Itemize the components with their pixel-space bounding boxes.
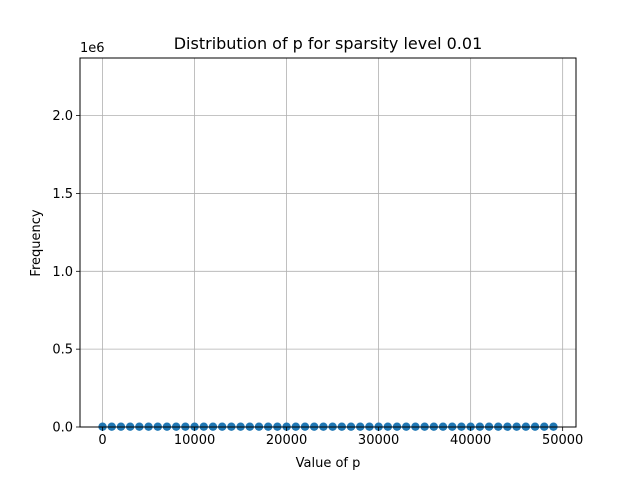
x-tick-label: 0 bbox=[98, 433, 106, 448]
x-tick-label: 50000 bbox=[542, 433, 583, 448]
chart-title: Distribution of p for sparsity level 0.0… bbox=[174, 34, 483, 53]
y-offset-label: 1e6 bbox=[80, 41, 105, 56]
y-tick-label: 1.5 bbox=[52, 187, 73, 202]
y-tick-label: 0.0 bbox=[52, 421, 73, 436]
axes-frame bbox=[79, 57, 577, 428]
x-tick-label: 40000 bbox=[450, 433, 491, 448]
y-tick-label: 1.0 bbox=[52, 265, 73, 280]
x-tick-label: 10000 bbox=[174, 433, 215, 448]
x-tick-label: 20000 bbox=[266, 433, 307, 448]
y-tick-label: 0.5 bbox=[52, 343, 73, 358]
x-axis-label: Value of p bbox=[296, 456, 361, 471]
y-axis-ticks: 0.0 0.5 1.0 1.5 2.0 bbox=[52, 109, 80, 436]
x-axis-ticks: 0 10000 20000 30000 40000 50000 bbox=[98, 427, 583, 448]
x-tick-label: 30000 bbox=[358, 433, 399, 448]
y-axis-label: Frequency bbox=[29, 209, 44, 276]
y-tick-label: 2.0 bbox=[52, 109, 73, 124]
